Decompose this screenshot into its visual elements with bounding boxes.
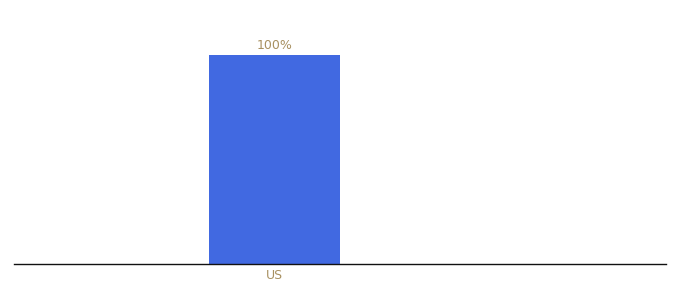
Text: 100%: 100% bbox=[257, 39, 292, 52]
Bar bbox=[209, 55, 340, 264]
